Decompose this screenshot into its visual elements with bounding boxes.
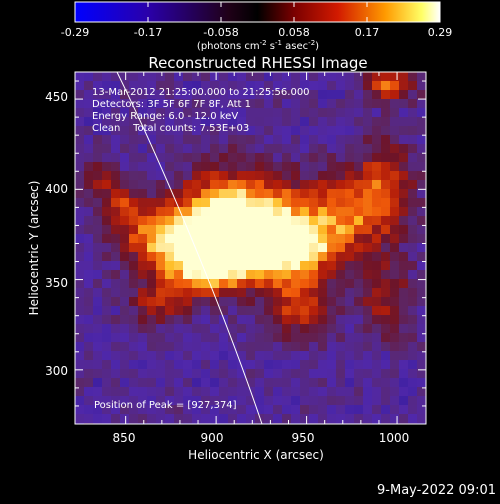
colorbar-tick-label: -0.17 [134, 26, 162, 39]
plot-frame [74, 71, 427, 425]
y-tick-label: 450 [45, 90, 68, 104]
x-axis-label: Heliocentric X (arcsec) [188, 448, 324, 462]
emission-heatmap [75, 72, 426, 424]
y-tick-label: 350 [45, 276, 68, 290]
axis-ticks [75, 72, 426, 424]
x-tick-label: 950 [292, 431, 315, 445]
colorbar-tick-label: 0.058 [278, 26, 310, 39]
image-title: Reconstructed RHESSI Image [148, 54, 367, 72]
colorbar-ticks [74, 2, 441, 22]
colorbar: -0.29 -0.17 -0.058 0.058 0.17 0.29 (phot… [61, 1, 453, 52]
x-tick-label: 1000 [379, 431, 410, 445]
y-axis-label: Heliocentric Y (arcsec) [27, 181, 41, 316]
info-block: 13-Mar-2012 21:25:00.000 to 21:25:56.000… [92, 87, 310, 134]
colorbar-tick-label: 0.29 [428, 26, 453, 39]
plot-timestamp: 9-May-2022 09:01 [377, 483, 496, 498]
y-tick-label: 300 [45, 364, 68, 378]
info-line-detectors: Detectors: 3F 5F 6F 7F 8F, Att 1 [92, 99, 251, 110]
info-line-counts: Clean Total counts: 7.53E+03 [92, 123, 249, 134]
colorbar-tick-label: 0.17 [355, 26, 380, 39]
y-tick-label: 400 [45, 182, 68, 196]
plot-area: 13-Mar-2012 21:25:00.000 to 21:25:56.000… [74, 71, 427, 425]
solar-limb-line [116, 72, 263, 424]
x-tick-label: 850 [113, 431, 136, 445]
colorbar-unit-label: (photons cm-2 s-1 asec-2) [197, 39, 319, 52]
info-line-time: 13-Mar-2012 21:25:00.000 to 21:25:56.000 [92, 87, 310, 98]
colorbar-gradient [74, 1, 441, 23]
colorbar-tick-label: -0.058 [203, 26, 238, 39]
peak-position-label: Position of Peak = [927,374] [94, 400, 237, 411]
info-line-energy: Energy Range: 6.0 - 12.0 keV [92, 111, 238, 122]
x-tick-label: 900 [201, 431, 224, 445]
colorbar-tick-label: -0.29 [61, 26, 89, 39]
